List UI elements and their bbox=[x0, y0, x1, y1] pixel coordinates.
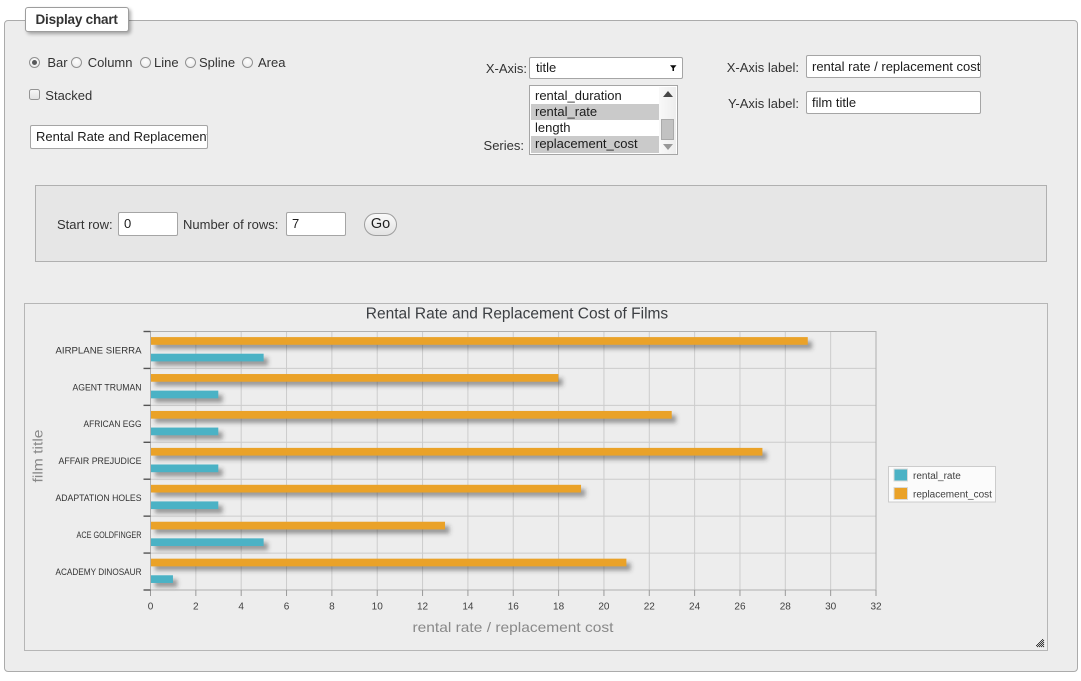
svg-text:26: 26 bbox=[734, 602, 746, 613]
svg-text:ACADEMY DINOSAUR: ACADEMY DINOSAUR bbox=[56, 567, 142, 578]
svg-text:10: 10 bbox=[372, 602, 384, 613]
svg-text:AIRPLANE SIERRA: AIRPLANE SIERRA bbox=[56, 345, 143, 356]
svg-text:18: 18 bbox=[553, 602, 565, 613]
svg-text:0: 0 bbox=[148, 602, 154, 613]
svg-text:rental rate / replacement cost: rental rate / replacement cost bbox=[413, 619, 614, 635]
svg-text:8: 8 bbox=[329, 602, 335, 613]
svg-text:rental_rate: rental_rate bbox=[913, 471, 961, 482]
svg-text:4: 4 bbox=[238, 602, 244, 613]
svg-text:12: 12 bbox=[417, 602, 429, 613]
svg-text:32: 32 bbox=[870, 602, 882, 613]
svg-text:14: 14 bbox=[462, 602, 474, 613]
svg-text:AFRICAN EGG: AFRICAN EGG bbox=[84, 419, 142, 430]
svg-text:ACE GOLDFINGER: ACE GOLDFINGER bbox=[77, 530, 142, 541]
svg-text:ADAPTATION HOLES: ADAPTATION HOLES bbox=[56, 493, 142, 504]
svg-text:film title: film title bbox=[31, 430, 46, 483]
svg-text:20: 20 bbox=[598, 602, 610, 613]
svg-text:replacement_cost: replacement_cost bbox=[913, 489, 992, 500]
svg-text:2: 2 bbox=[193, 602, 199, 613]
svg-text:AFFAIR PREJUDICE: AFFAIR PREJUDICE bbox=[59, 456, 142, 467]
svg-text:28: 28 bbox=[780, 602, 792, 613]
svg-text:6: 6 bbox=[284, 602, 290, 613]
svg-text:16: 16 bbox=[508, 602, 520, 613]
svg-text:AGENT TRUMAN: AGENT TRUMAN bbox=[73, 382, 142, 393]
svg-text:22: 22 bbox=[644, 602, 656, 613]
svg-text:30: 30 bbox=[825, 602, 837, 613]
svg-text:24: 24 bbox=[689, 602, 701, 613]
svg-text:Rental Rate and Replacement Co: Rental Rate and Replacement Cost of Film… bbox=[366, 306, 669, 323]
